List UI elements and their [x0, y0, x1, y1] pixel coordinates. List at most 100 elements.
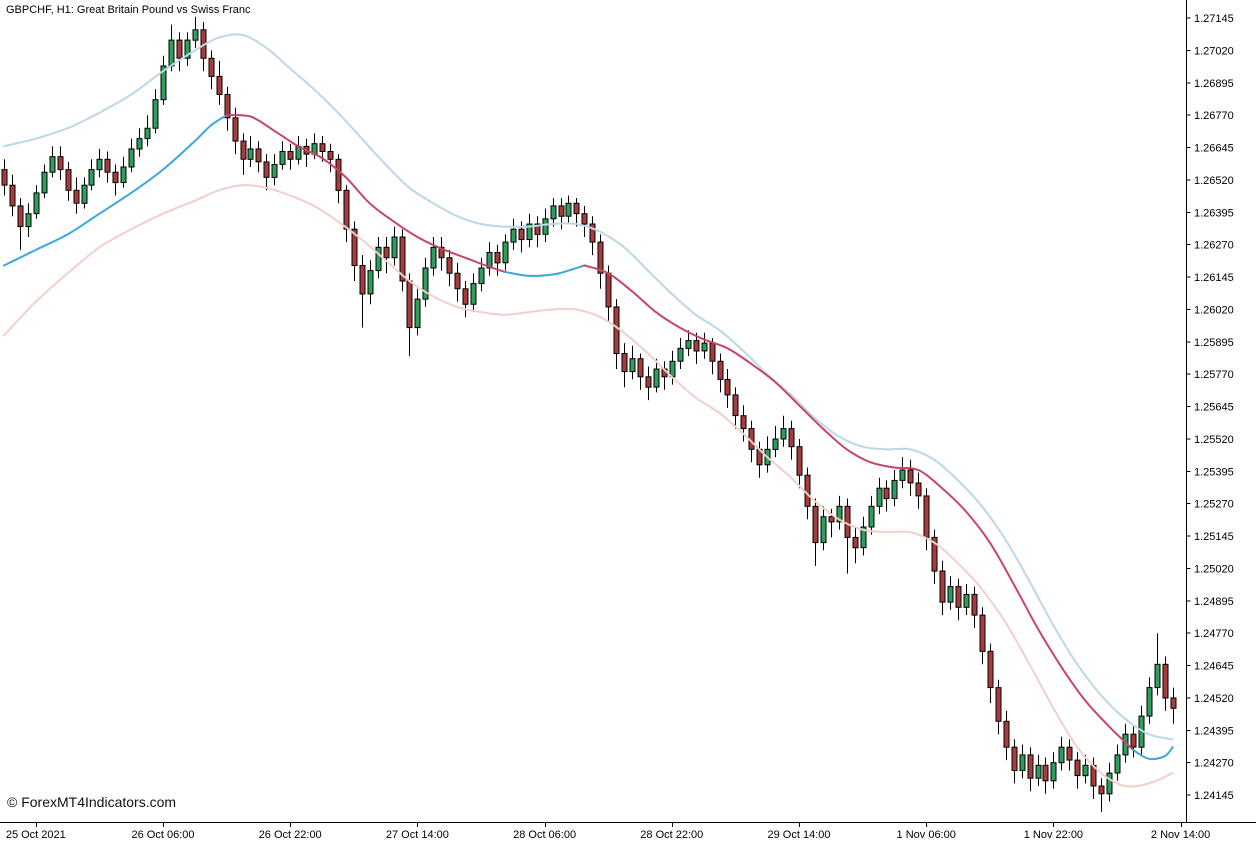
- candle-body: [780, 428, 787, 440]
- time-axis-label[interactable]: 26 Oct 06:00: [132, 829, 195, 841]
- candle-body: [41, 171, 48, 194]
- candle-body: [645, 376, 652, 388]
- time-axis-label[interactable]: 28 Oct 22:00: [640, 829, 703, 841]
- price-axis-label[interactable]: 1.25895: [1194, 337, 1234, 349]
- candle-body: [510, 228, 517, 243]
- candle-body: [319, 143, 326, 152]
- price-axis-label[interactable]: 1.26020: [1194, 305, 1234, 317]
- price-axis-label[interactable]: 1.26395: [1194, 207, 1234, 219]
- time-axis-label[interactable]: 28 Oct 06:00: [513, 829, 576, 841]
- time-axis-label[interactable]: 27 Oct 14:00: [386, 829, 449, 841]
- candle-body: [1170, 697, 1177, 709]
- candle-body: [653, 368, 660, 388]
- candle-body: [247, 148, 254, 160]
- price-axis-label[interactable]: 1.25520: [1194, 434, 1234, 446]
- candle-body: [796, 446, 803, 476]
- candle-body: [216, 75, 223, 96]
- candle-body: [1011, 746, 1018, 772]
- price-axis-label[interactable]: 1.24520: [1194, 693, 1234, 705]
- candle-body: [542, 218, 549, 235]
- price-axis-label[interactable]: 1.25145: [1194, 531, 1234, 543]
- price-axis-label[interactable]: 1.26770: [1194, 110, 1234, 122]
- candle-body: [88, 169, 95, 186]
- price-axis-label[interactable]: 1.24895: [1194, 596, 1234, 608]
- candle-body: [1019, 754, 1026, 771]
- price-axis-label[interactable]: 1.26145: [1194, 272, 1234, 284]
- time-axis-label[interactable]: 1 Nov 22:00: [1024, 829, 1083, 841]
- price-axis-label[interactable]: 1.26645: [1194, 143, 1234, 155]
- candle-body: [104, 158, 111, 173]
- candle-body: [383, 246, 390, 259]
- watermark: © ForexMT4Indicators.com: [7, 794, 177, 810]
- candle-body: [438, 246, 445, 259]
- candle-body: [327, 151, 334, 160]
- trend-line-segment: [225, 114, 506, 273]
- candle-body: [915, 482, 922, 497]
- price-axis-label[interactable]: 1.27145: [1194, 13, 1234, 25]
- candle-body: [478, 267, 485, 284]
- candle-body: [605, 272, 612, 308]
- candle-body: [96, 158, 103, 171]
- price-axis-label[interactable]: 1.24770: [1194, 628, 1234, 640]
- candle-body: [883, 487, 890, 500]
- price-axis-label[interactable]: 1.24395: [1194, 725, 1234, 737]
- candle-body: [208, 57, 215, 77]
- price-axis-label[interactable]: 1.24645: [1194, 661, 1234, 673]
- price-axis-label[interactable]: 1.26520: [1194, 175, 1234, 187]
- candle-body: [446, 257, 453, 274]
- candle-body: [852, 536, 859, 549]
- candle-body: [1098, 785, 1105, 795]
- price-axis-label[interactable]: 1.26270: [1194, 240, 1234, 252]
- candle-body: [152, 99, 159, 129]
- candle-body: [891, 479, 898, 499]
- time-axis-label[interactable]: 29 Oct 14:00: [768, 829, 831, 841]
- trend-line-segment: [503, 264, 586, 277]
- candle-body: [836, 505, 843, 523]
- candle-body: [486, 252, 493, 269]
- candle-body: [701, 342, 708, 352]
- candle-body: [255, 148, 262, 163]
- lower-band-segment: [3, 184, 1174, 788]
- candle-body: [81, 184, 88, 204]
- candle-body: [820, 516, 827, 544]
- candle-body: [144, 127, 151, 140]
- candle-body: [709, 342, 716, 362]
- candle-body: [685, 340, 692, 349]
- price-axis-label[interactable]: 1.26895: [1194, 78, 1234, 90]
- candle-body: [112, 171, 119, 184]
- candle-body: [399, 236, 406, 282]
- candle-body: [168, 39, 175, 67]
- candle-body: [828, 516, 835, 523]
- candle-body: [693, 340, 700, 352]
- candle-body: [33, 192, 40, 215]
- candle-body: [526, 223, 533, 240]
- candle-body: [128, 148, 135, 168]
- candle-body: [1058, 746, 1065, 764]
- time-axis-label[interactable]: 26 Oct 22:00: [259, 829, 322, 841]
- candle-body: [955, 586, 962, 608]
- price-axis-label[interactable]: 1.24270: [1194, 758, 1234, 770]
- candle-body: [192, 29, 199, 41]
- candle-body: [335, 158, 342, 191]
- candle-body: [717, 360, 724, 380]
- candle-body: [804, 474, 811, 507]
- candle-body: [1050, 762, 1057, 782]
- price-axis-label[interactable]: 1.25020: [1194, 564, 1234, 576]
- time-axis-label[interactable]: 1 Nov 06:00: [897, 829, 956, 841]
- price-axis-label[interactable]: 1.25770: [1194, 369, 1234, 381]
- time-scale[interactable]: 25 Oct 2021 26 Oct 06:00 26 Oct 22:00 27 Oc…: [6, 823, 1210, 841]
- time-axis-label[interactable]: 25 Oct 2021: [6, 829, 66, 841]
- price-scale[interactable]: 1.27145 1.27020 1.26895 1.26770 1.26645 1.265…: [1186, 13, 1234, 802]
- candle-body: [963, 593, 970, 608]
- price-axis-label[interactable]: 1.25270: [1194, 499, 1234, 511]
- candle-body: [987, 650, 994, 689]
- candle-body: [279, 151, 286, 165]
- time-axis-label[interactable]: 2 Nov 14:00: [1151, 829, 1210, 841]
- candle-body: [73, 189, 80, 204]
- price-axis-label[interactable]: 1.27020: [1194, 46, 1234, 58]
- price-axis-label[interactable]: 1.24145: [1194, 790, 1234, 802]
- candle-body: [613, 306, 620, 354]
- price-axis-label[interactable]: 1.25645: [1194, 402, 1234, 414]
- price-axis-label[interactable]: 1.25395: [1194, 466, 1234, 478]
